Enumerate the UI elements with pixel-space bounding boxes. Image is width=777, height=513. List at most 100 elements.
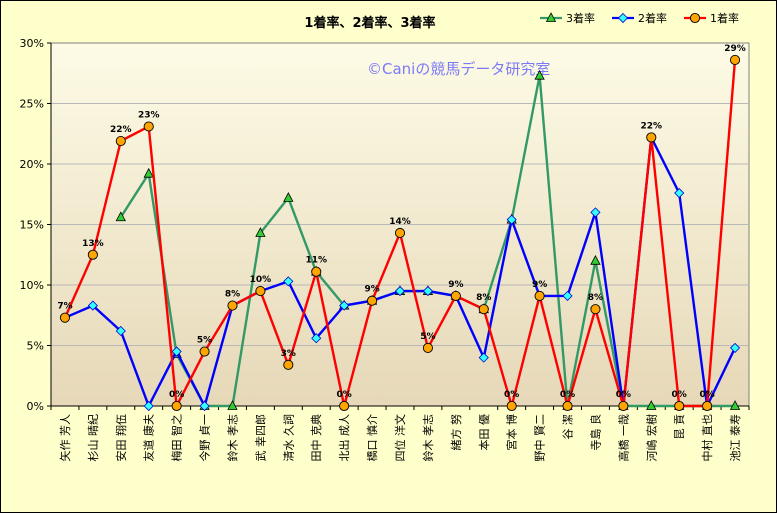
x-tick-label: 梅田 智之 (170, 414, 184, 462)
data-point (143, 121, 154, 132)
x-axis: 矢作 芳人 杉山 晴紀 安田 翔伍 友道 康夫 梅田 智之 今野 貞一 鈴木 孝志武 幸四郎… (50, 405, 750, 462)
data-point (339, 300, 350, 311)
x-tick-label: 鈴木 孝志 (421, 414, 435, 462)
data-point (590, 254, 601, 265)
legend-marker (617, 12, 629, 24)
data-label: 22% (110, 125, 132, 135)
data-point (115, 135, 126, 147)
data-point (171, 400, 182, 412)
data-point (311, 266, 322, 277)
data-label: 3% (281, 349, 296, 359)
data-point (422, 285, 433, 297)
data-point (562, 400, 573, 412)
x-tick-label: 鈴木 孝志 (225, 414, 239, 462)
x-tick-label: 四位 洋文 (393, 414, 407, 462)
data-label: 29% (724, 44, 746, 54)
data-point (255, 285, 266, 297)
data-label: 5% (197, 336, 212, 346)
data-label: 0% (169, 390, 184, 400)
data-label: 9% (532, 280, 547, 290)
data-point (87, 249, 98, 260)
data-point (506, 214, 517, 225)
data-point (590, 304, 601, 315)
x-tick-label: 池江 泰寿 (728, 414, 742, 462)
x-tick-label: 今野 貞一 (198, 414, 212, 462)
data-point (115, 211, 126, 222)
x-tick-label: 友道 康夫 (142, 414, 156, 462)
y-tick-label: 30% (20, 37, 44, 50)
x-tick-label: 杉山 晴紀 (86, 414, 100, 462)
x-tick-label: 緒方 努 (449, 414, 463, 451)
data-label: 23% (138, 110, 160, 120)
x-tick-label: 高橋 一哉 (616, 414, 630, 462)
data-point (729, 400, 741, 410)
data-label: 0% (616, 390, 631, 400)
data-label: 7% (57, 302, 72, 312)
data-point (115, 325, 126, 337)
data-label: 0% (337, 390, 352, 400)
data-label: 0% (699, 390, 714, 400)
data-labels: 7% 13% 22% 23% 0% 5% 8% 10% 3% 11% 0% 9% 14% 5% 9% 8% 0%… (57, 44, 745, 400)
data-point (422, 342, 433, 353)
data-label: 11% (305, 256, 327, 266)
legend: 3着率 2着率 1着率 (540, 11, 739, 25)
legend-marker (689, 12, 701, 24)
data-point (227, 400, 238, 410)
legend-label: 2着率 (638, 11, 667, 25)
data-point (227, 300, 238, 311)
data-point (143, 167, 154, 178)
legend-marker (545, 12, 557, 22)
data-point (506, 400, 517, 412)
data-point (674, 400, 685, 412)
x-tick-label: 野中 賢二 (534, 414, 547, 462)
y-tick-label: 25% (20, 98, 44, 111)
data-label: 8% (225, 290, 240, 300)
y-tick-label: 5% (27, 340, 44, 353)
data-point (450, 290, 461, 301)
x-tick-label: 安田 翔伍 (114, 414, 128, 462)
series-3 (59, 54, 741, 412)
x-tick-label: 中村 直也 (700, 414, 714, 462)
data-point (283, 192, 294, 202)
x-tick-label: 寺島 良 (588, 414, 602, 451)
data-point (729, 54, 741, 65)
data-point (646, 400, 657, 410)
y-tick-label: 15% (20, 219, 44, 232)
x-tick-label: 昆 貢 (673, 414, 686, 440)
data-point (534, 290, 545, 301)
data-point (534, 69, 545, 80)
data-label: 14% (389, 217, 411, 227)
data-point (478, 304, 489, 315)
x-tick-label: 谷 潔 (561, 414, 575, 440)
data-point (59, 312, 71, 323)
data-label: 0% (672, 390, 687, 400)
data-point (339, 400, 350, 412)
x-tick-label: 田中 克典 (309, 414, 323, 462)
x-tick-label: 清水 久詞 (282, 414, 295, 462)
data-label: 22% (641, 121, 663, 131)
y-tick-label: 0% (27, 400, 44, 413)
data-point (199, 346, 210, 357)
data-point (394, 285, 406, 297)
data-point (283, 359, 294, 370)
x-tick-label: 本田 優 (477, 414, 491, 451)
data-point (255, 227, 266, 237)
data-label: 8% (588, 293, 603, 303)
data-point (367, 295, 378, 306)
y-tick-label: 20% (20, 158, 44, 171)
x-tick-label: 河嶋 宏樹 (644, 414, 658, 462)
data-point (199, 400, 210, 412)
data-label: 0% (504, 390, 519, 400)
data-point (143, 400, 154, 412)
x-tick-label: 北出 成人 (337, 414, 351, 462)
data-label: 9% (364, 285, 379, 295)
legend-label: 3着率 (566, 11, 595, 25)
series-layer (59, 54, 741, 412)
data-label: 8% (476, 293, 491, 303)
data-label: 0% (560, 390, 575, 400)
data-label: 9% (448, 280, 463, 290)
data-label: 10% (250, 275, 272, 285)
data-point (283, 276, 294, 287)
data-point (618, 400, 629, 412)
x-tick-label: 橋口 慎介 (365, 414, 379, 462)
